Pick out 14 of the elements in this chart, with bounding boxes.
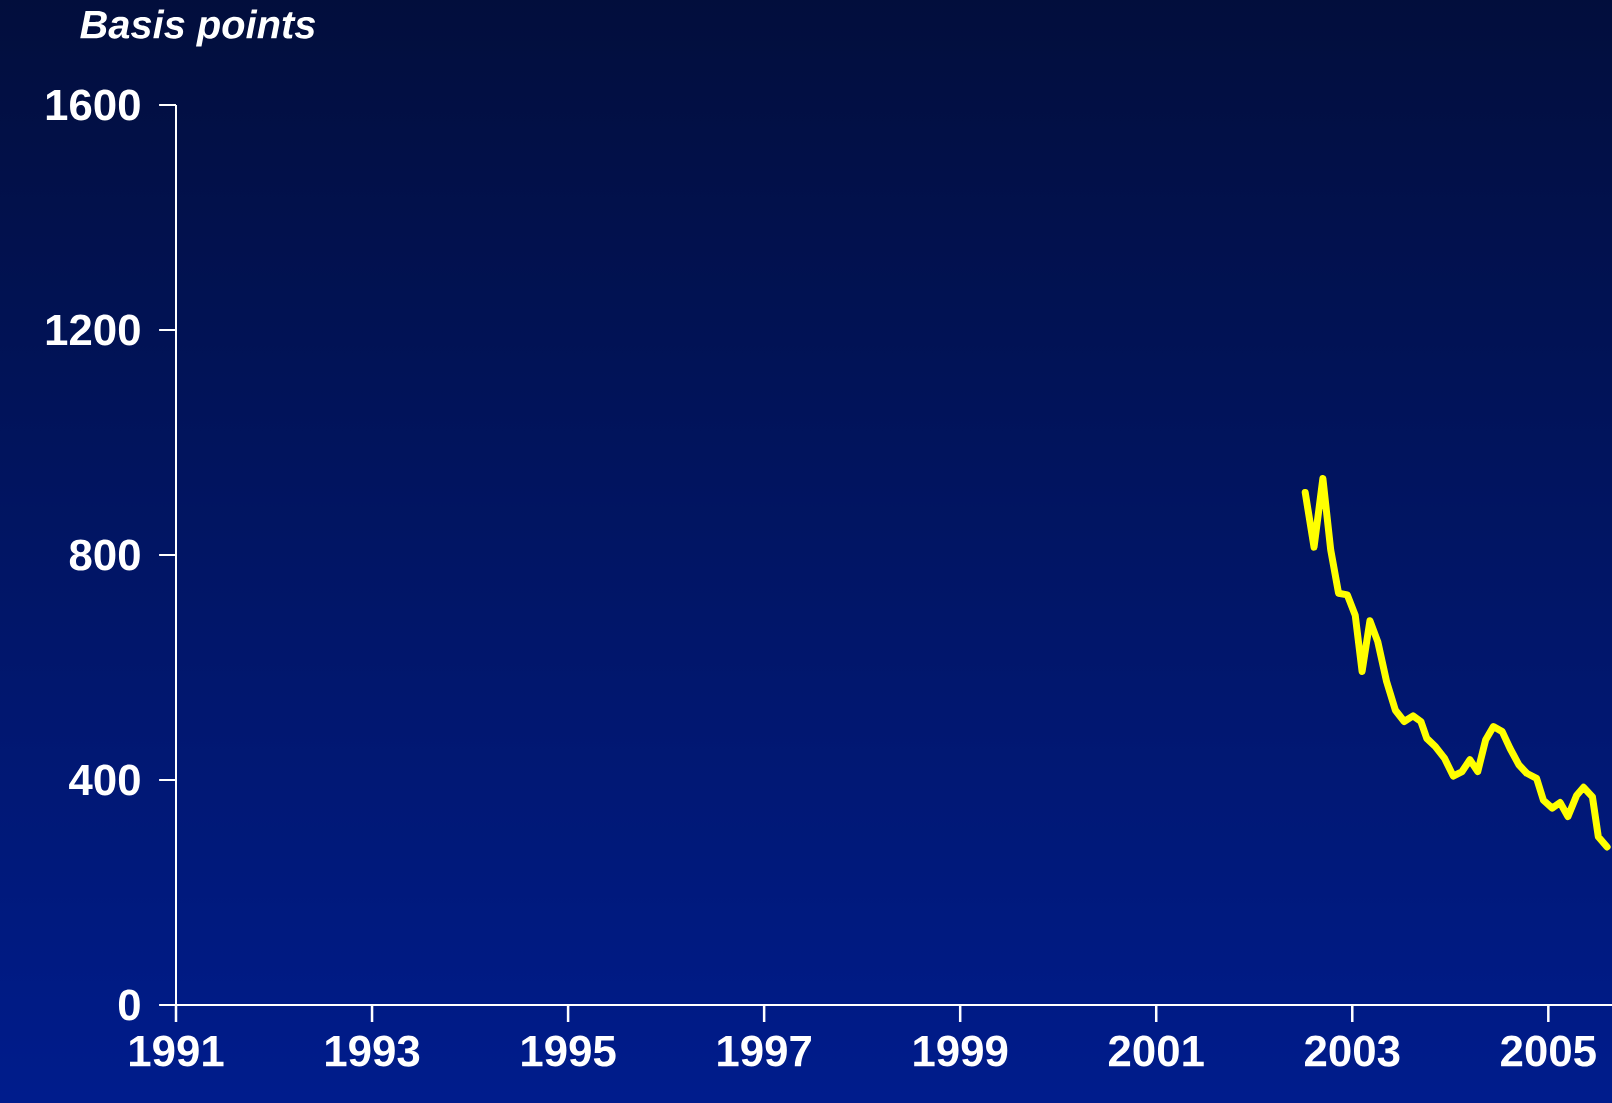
y-tick-label: 1200: [46, 314, 140, 346]
y-tick-label: 1600: [46, 89, 140, 121]
x-tick-label: 1991: [130, 1035, 224, 1067]
x-tick-label: 2005: [1501, 1035, 1596, 1067]
x-tick-label: 2001: [1108, 1035, 1204, 1067]
y-axis-title: Basis points: [80, 9, 316, 47]
x-tick-label: 1995: [522, 1035, 616, 1067]
x-tick-label: 1999: [914, 1035, 1008, 1067]
y-tick-label: 800: [69, 539, 140, 571]
x-tick-label: 1993: [326, 1035, 420, 1067]
x-tick-label: 1997: [718, 1035, 811, 1067]
y-tick-label: 0: [118, 989, 140, 1021]
x-tick-label: 2003: [1305, 1035, 1400, 1067]
y-tick-label: 400: [69, 764, 140, 796]
